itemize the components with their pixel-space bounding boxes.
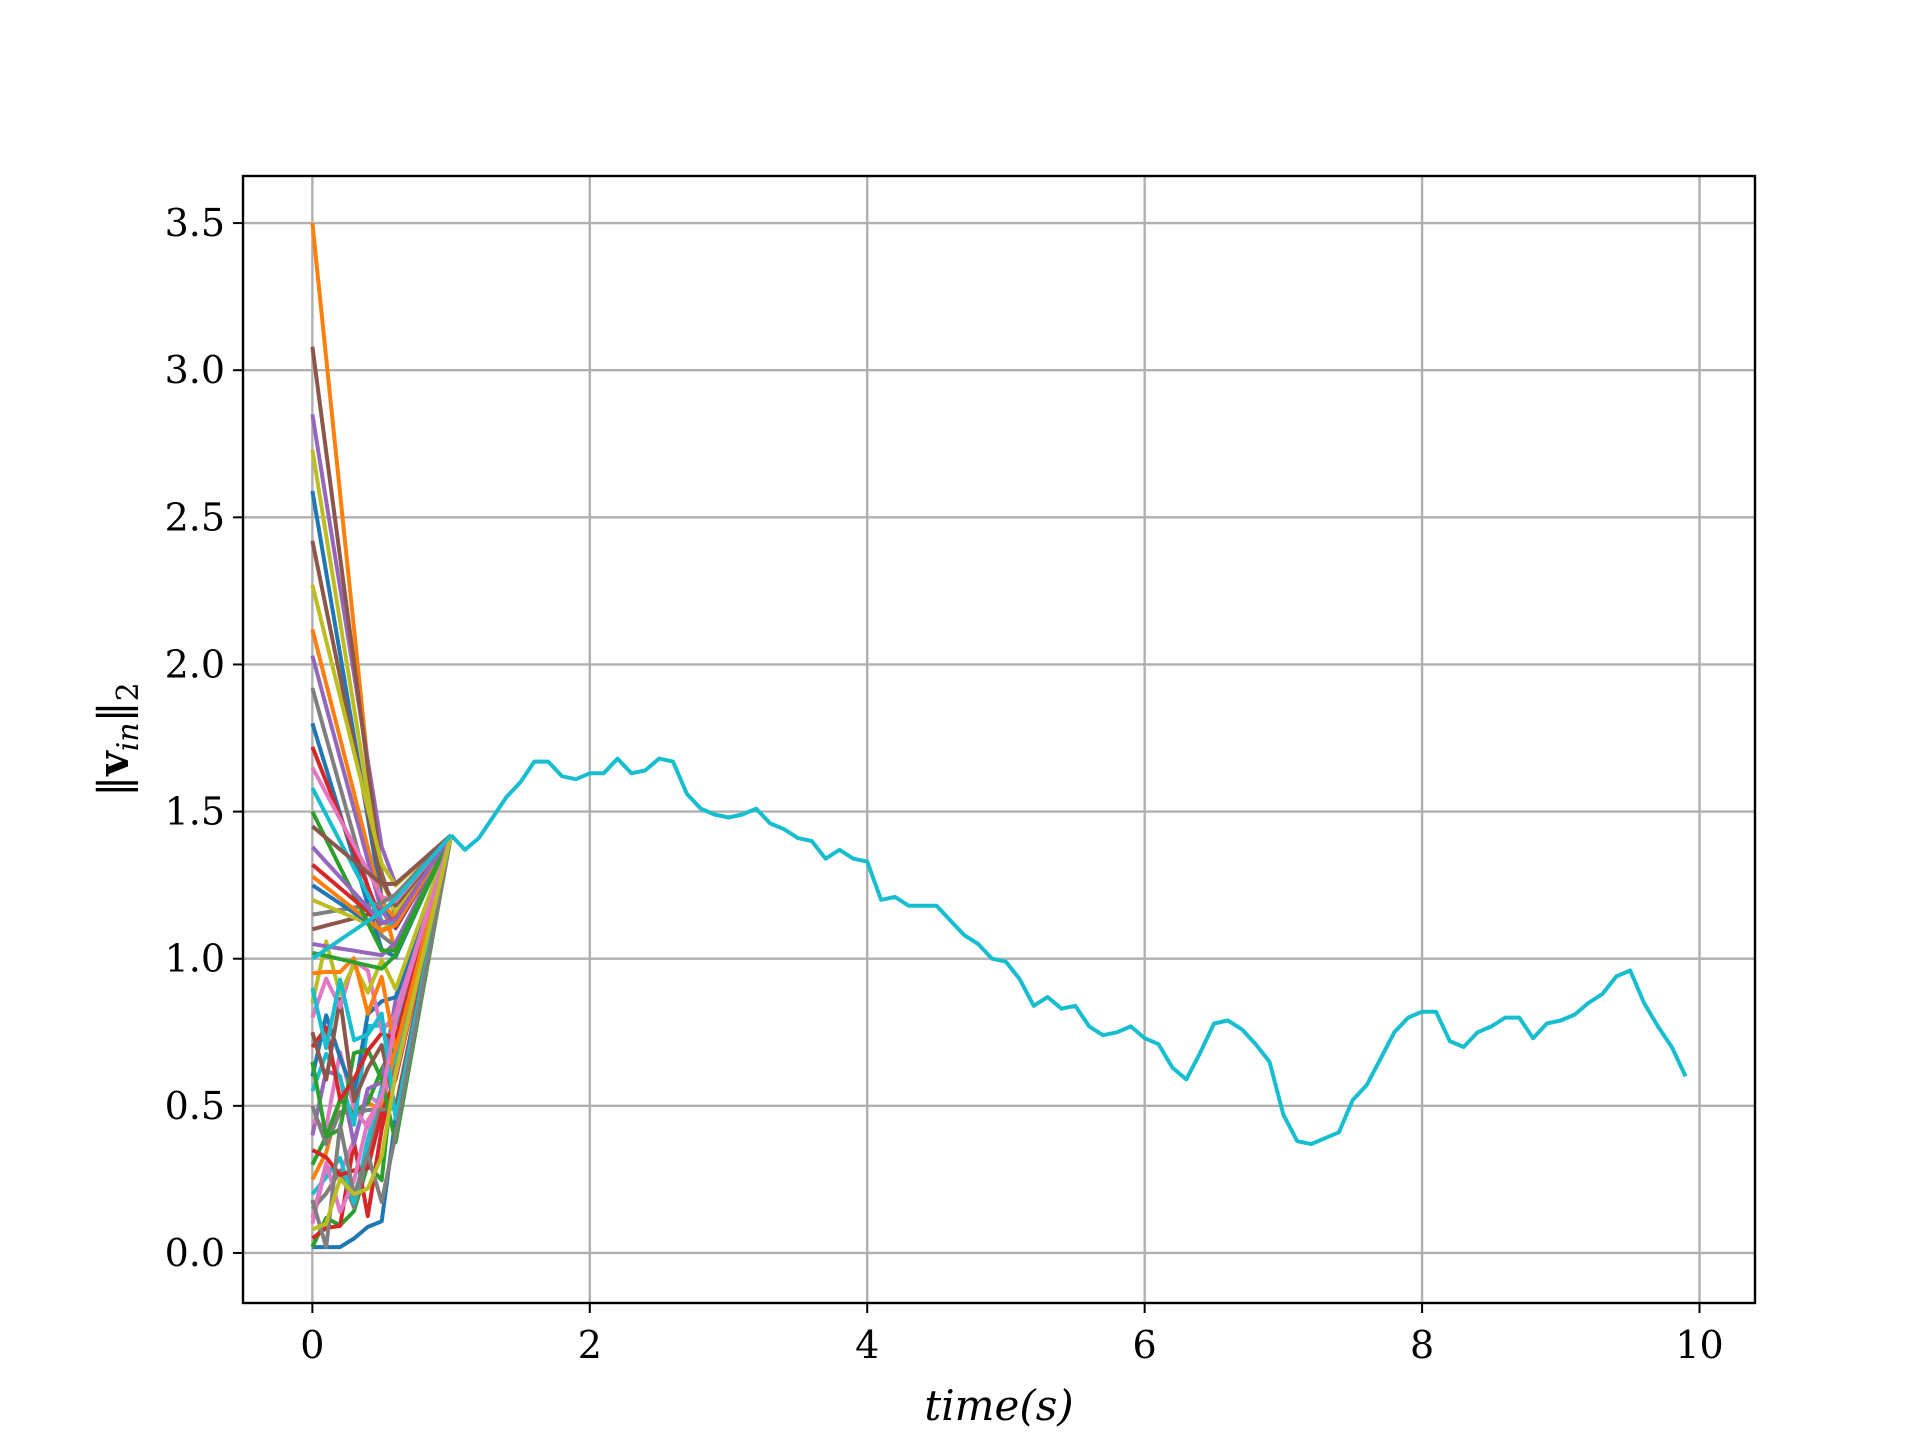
series-line-transient [310,834,454,1250]
x-tick-label: 8 [1410,1323,1434,1367]
y-tick-label: 3.5 [165,201,225,245]
series-line-transient [311,824,453,887]
y-label-subscript-2: 2 [111,682,146,701]
x-tick-label: 2 [578,1323,602,1367]
x-tick-label: 0 [300,1323,324,1367]
plot-frame [241,174,1757,1305]
series-group [310,222,1688,1250]
x-tick-label: 4 [855,1323,879,1367]
series-line-transient [312,834,454,1053]
series-line-transient [310,834,453,925]
y-tick-label: 3.0 [165,348,225,392]
y-label-close-bars: ‖ [89,701,138,722]
y-label-open-bars: ‖ [89,776,138,797]
series-line-transient [310,834,453,1004]
series-line-transient [310,810,453,953]
y-tick-label: 2.0 [165,642,225,686]
y-tick-label: 1.5 [165,790,225,834]
x-tick-label: 6 [1133,1323,1157,1367]
y-label-subscript-in: in [111,722,146,751]
x-tick-label: 10 [1675,1323,1723,1367]
series-line-shared [449,756,1688,1147]
x-axis-label: time(s) [924,1381,1073,1430]
series-line-transient [311,834,454,1232]
grid [243,176,1755,1303]
axis-ticks: 0 2 4 6 8 10 0.0 0.5 1.0 1.5 2.0 2.5 3.0 3.5 [165,201,1724,1367]
y-axis-label: ‖vin‖2 [89,682,146,796]
y-tick-label: 2.5 [165,495,225,539]
series-line-transient [311,833,453,961]
y-tick-label: 1.0 [165,937,225,981]
y-label-bold-v: v [89,750,138,777]
y-tick-label: 0.0 [165,1231,225,1275]
y-tick-label: 0.5 [165,1084,225,1128]
